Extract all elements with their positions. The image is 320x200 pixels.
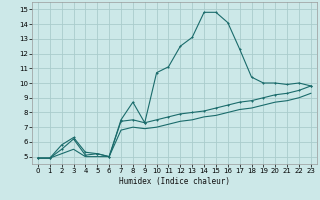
X-axis label: Humidex (Indice chaleur): Humidex (Indice chaleur) [119,177,230,186]
